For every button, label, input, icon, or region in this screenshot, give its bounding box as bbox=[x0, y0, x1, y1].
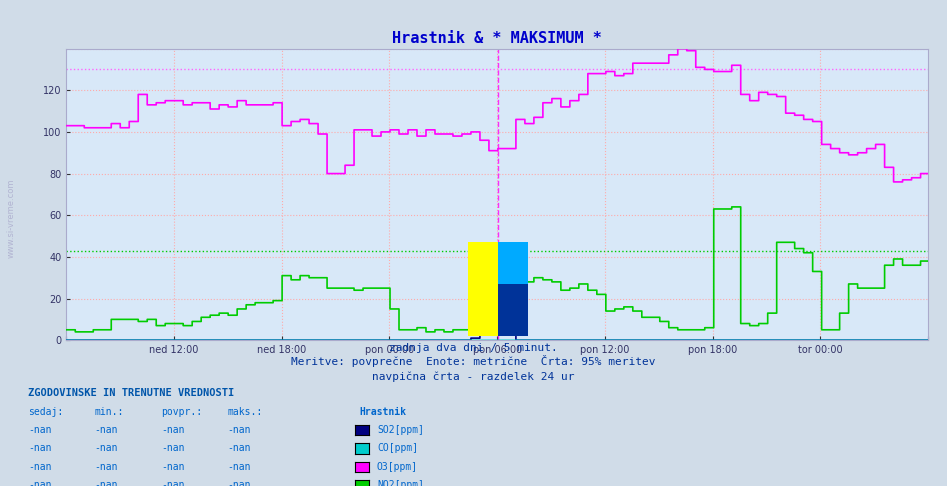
Title: Hrastnik & * MAKSIMUM *: Hrastnik & * MAKSIMUM * bbox=[392, 31, 602, 46]
Text: O3[ppm]: O3[ppm] bbox=[377, 462, 418, 472]
Text: www.si-vreme.com: www.si-vreme.com bbox=[7, 179, 16, 259]
Text: -nan: -nan bbox=[227, 444, 251, 453]
Text: Meritve: povprečne  Enote: metrične  Črta: 95% meritev: Meritve: povprečne Enote: metrične Črta:… bbox=[292, 355, 655, 367]
Bar bbox=[498, 243, 527, 284]
Text: -nan: -nan bbox=[227, 425, 251, 435]
Text: -nan: -nan bbox=[95, 481, 118, 486]
Text: -nan: -nan bbox=[28, 462, 52, 472]
Text: -nan: -nan bbox=[95, 462, 118, 472]
Text: -nan: -nan bbox=[161, 425, 185, 435]
Text: maks.:: maks.: bbox=[227, 407, 262, 417]
Text: povpr.:: povpr.: bbox=[161, 407, 202, 417]
Text: -nan: -nan bbox=[227, 462, 251, 472]
Text: -nan: -nan bbox=[161, 444, 185, 453]
Text: -nan: -nan bbox=[28, 444, 52, 453]
Text: navpična črta - razdelek 24 ur: navpična črta - razdelek 24 ur bbox=[372, 372, 575, 382]
Text: -nan: -nan bbox=[161, 481, 185, 486]
Text: ZGODOVINSKE IN TRENUTNE VREDNOSTI: ZGODOVINSKE IN TRENUTNE VREDNOSTI bbox=[28, 388, 235, 398]
Bar bbox=[498, 284, 527, 336]
Bar bbox=[468, 243, 498, 336]
Text: CO[ppm]: CO[ppm] bbox=[377, 444, 418, 453]
Text: zadnja dva dni / 5 minut.: zadnja dva dni / 5 minut. bbox=[389, 343, 558, 353]
Text: -nan: -nan bbox=[227, 481, 251, 486]
Text: -nan: -nan bbox=[95, 425, 118, 435]
Text: min.:: min.: bbox=[95, 407, 124, 417]
Text: -nan: -nan bbox=[161, 462, 185, 472]
Text: NO2[ppm]: NO2[ppm] bbox=[377, 481, 424, 486]
Text: -nan: -nan bbox=[28, 481, 52, 486]
Text: SO2[ppm]: SO2[ppm] bbox=[377, 425, 424, 435]
Text: Hrastnik: Hrastnik bbox=[360, 407, 407, 417]
Text: -nan: -nan bbox=[95, 444, 118, 453]
Text: -nan: -nan bbox=[28, 425, 52, 435]
Text: sedaj:: sedaj: bbox=[28, 407, 63, 417]
